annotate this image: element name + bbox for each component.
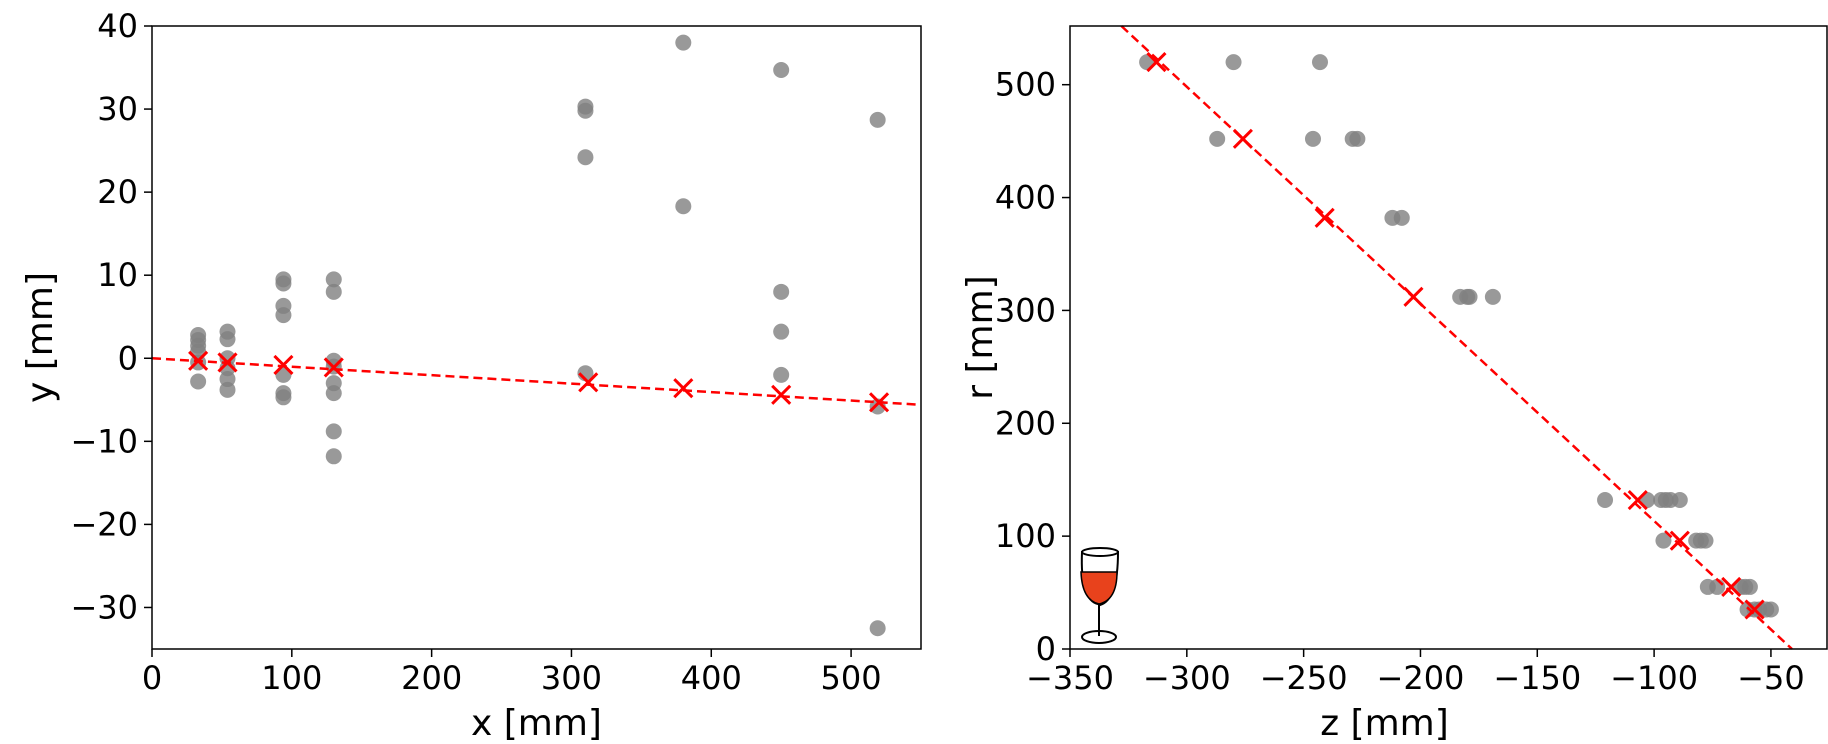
hit-point xyxy=(325,283,342,300)
fit-point xyxy=(1669,530,1690,551)
fit-point xyxy=(1744,599,1765,620)
hit-point xyxy=(1762,601,1779,618)
fit-point xyxy=(1146,52,1167,73)
hit-point xyxy=(1349,130,1366,147)
x-tick-label: −200 xyxy=(1377,659,1465,697)
hit-point xyxy=(1304,130,1321,147)
hit-point xyxy=(869,111,886,128)
fit-point xyxy=(1314,207,1335,228)
y-axis-label: r [mm] xyxy=(960,275,1001,399)
plot xyxy=(1120,25,1793,650)
hit-point xyxy=(325,271,342,288)
x-tick-label: 500 xyxy=(821,659,882,697)
hit-point xyxy=(577,149,594,166)
hit-point xyxy=(1484,288,1501,305)
hit-point xyxy=(773,323,790,340)
hit-point xyxy=(675,34,692,51)
y-tick-label: 500 xyxy=(995,66,1056,104)
axes-frame xyxy=(1069,25,1828,650)
y-tick-label: 200 xyxy=(995,404,1056,442)
hit-point xyxy=(1209,130,1226,147)
fit-point xyxy=(1721,576,1742,597)
hit-point xyxy=(1461,288,1478,305)
y-tick-label: 400 xyxy=(995,179,1056,217)
hit-point xyxy=(773,283,790,300)
hit-point xyxy=(275,275,292,292)
x-tick-label: −350 xyxy=(1026,659,1114,697)
y-tick-label: 0 xyxy=(118,339,138,377)
x-tick-label: 300 xyxy=(541,659,602,697)
x-tick-label: −100 xyxy=(1610,659,1698,697)
y-tick-label: 10 xyxy=(97,256,138,294)
y-tick-label: 40 xyxy=(97,7,138,45)
x-axis-label: z [mm] xyxy=(1320,703,1449,744)
y-tick-label: 300 xyxy=(995,291,1056,329)
fit-point xyxy=(673,378,694,399)
x-tick-label: 200 xyxy=(401,659,462,697)
fit-point xyxy=(323,357,344,378)
hit-point xyxy=(275,307,292,324)
x-tick-label: −300 xyxy=(1143,659,1231,697)
y-tick-label: −10 xyxy=(70,422,138,460)
x-tick-label: −50 xyxy=(1737,659,1805,697)
hit-point xyxy=(1393,209,1410,226)
hit-point xyxy=(1655,532,1672,549)
hit-point xyxy=(1709,578,1726,595)
fit-point xyxy=(273,354,294,375)
plot xyxy=(151,34,922,637)
y-tick-label: −20 xyxy=(70,505,138,543)
x-tick-label: 0 xyxy=(142,659,162,697)
fit-point xyxy=(1627,489,1648,511)
hit-point xyxy=(325,448,342,465)
hit-point xyxy=(675,198,692,215)
x-tick-label: 100 xyxy=(261,659,322,697)
hit-point xyxy=(275,389,292,406)
hit-point xyxy=(219,331,236,348)
x-axis-label: x [mm] xyxy=(471,703,602,744)
hit-point xyxy=(577,102,594,119)
hit-point xyxy=(1671,492,1688,509)
hit-point xyxy=(1697,532,1714,549)
x-tick-label: 400 xyxy=(681,659,742,697)
hit-point xyxy=(325,385,342,402)
fit-point xyxy=(578,372,599,393)
y-tick-label: 0 xyxy=(1036,630,1056,668)
y-axis-label: y [mm] xyxy=(20,272,61,403)
y-tick-label: −30 xyxy=(70,588,138,626)
y-tick-label: 30 xyxy=(97,90,138,128)
hit-point xyxy=(869,620,886,637)
fit-line xyxy=(151,357,922,407)
x-tick-label: −150 xyxy=(1493,659,1581,697)
y-tick-label: 20 xyxy=(97,173,138,211)
hit-point xyxy=(1225,54,1242,71)
hit-point xyxy=(1311,54,1328,71)
hit-point xyxy=(773,366,790,383)
hit-point xyxy=(773,62,790,79)
x-tick-label: −250 xyxy=(1260,659,1348,697)
fit-point xyxy=(771,384,792,405)
hit-point xyxy=(1741,578,1758,595)
y-tick-label: 100 xyxy=(995,517,1056,555)
hit-point xyxy=(219,381,236,398)
axes-frame xyxy=(151,25,922,650)
hit-point xyxy=(1597,492,1614,509)
fit-line xyxy=(1120,25,1793,650)
hit-point xyxy=(325,423,342,440)
hit-point xyxy=(190,373,207,390)
wine-glass-icon xyxy=(1080,547,1120,644)
